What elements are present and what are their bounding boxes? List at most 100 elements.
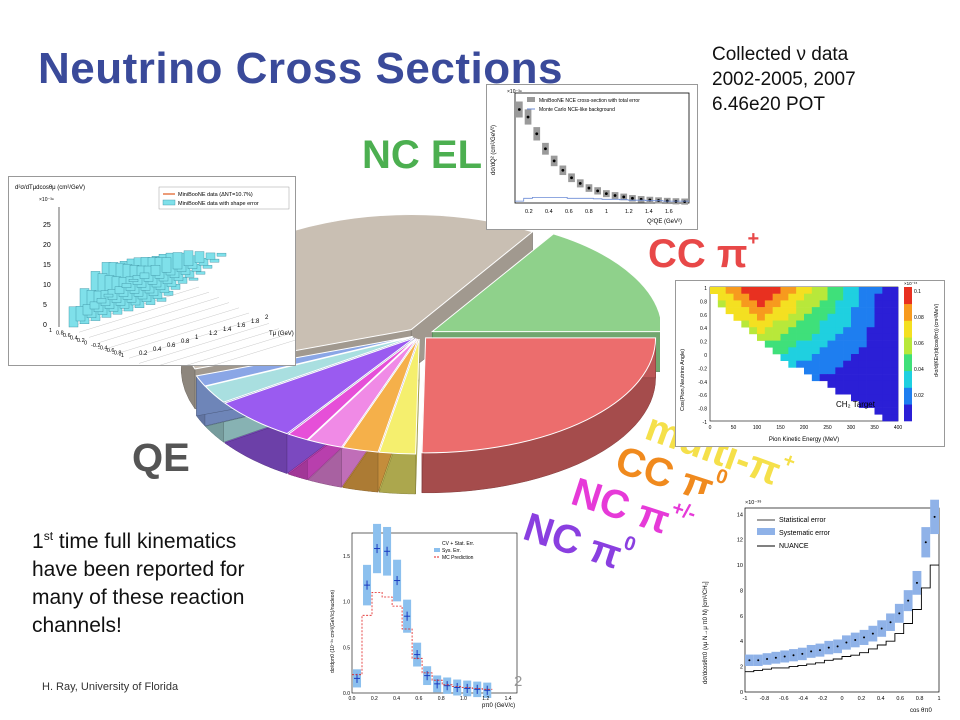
- ccpip-cell: [874, 400, 883, 408]
- ccpip-cell: [858, 360, 867, 368]
- ccpip-cell: [843, 320, 852, 328]
- qe-cos-tick: 0.6: [63, 333, 71, 339]
- ccpip-cell: [827, 340, 836, 348]
- ccpip-cell: [811, 287, 820, 294]
- ccpip-cell: [811, 340, 820, 348]
- ncel-data-point: [517, 108, 521, 111]
- cos-data-point: [845, 641, 848, 644]
- ccpip-cell: [811, 354, 820, 361]
- first-time-note: 1st time full kinematics have been repor…: [32, 522, 312, 640]
- cos-xtick: 0.8: [916, 696, 924, 702]
- ccpip-colorbar-cell: [904, 387, 912, 405]
- collected-line-3: 6.46e20 POT: [712, 94, 826, 115]
- cos-xtick: -0.2: [818, 696, 827, 702]
- ccpip-cell: [788, 354, 797, 361]
- ccpip-cell: [749, 313, 758, 321]
- ccpip-cell: [835, 313, 844, 321]
- ccpip-cell: [733, 307, 742, 315]
- cos-ytick: 8: [740, 588, 743, 594]
- ccpip-xtick: 150: [776, 425, 785, 431]
- qe-ztick: 15: [43, 262, 51, 269]
- qe-lego-bar: [128, 279, 139, 283]
- ccpip-cell: [804, 327, 813, 335]
- ccpip-cell: [890, 333, 899, 341]
- ccpip-cell: [788, 320, 797, 328]
- mom-xtick: 0.4: [393, 696, 400, 702]
- cos-data-point: [818, 649, 821, 652]
- ccpip-cell: [757, 313, 766, 321]
- ccpip-cell: [796, 327, 805, 335]
- ccpip-ylabel: Cos(Pion,Neutrino Angle): [680, 349, 686, 411]
- mom-xtick: 0.2: [371, 696, 378, 702]
- ccpip-cell: [851, 340, 860, 348]
- cos-ytick: 6: [740, 614, 743, 620]
- ccpip-cell: [851, 320, 860, 328]
- cos-xtick: 0: [840, 696, 843, 702]
- qe-lego-bar: [216, 252, 227, 257]
- pie-slice-unlabeled-8: [204, 336, 414, 403]
- qe-lego-bar: [183, 250, 194, 267]
- first-time-sup: st: [43, 529, 54, 543]
- cos-ytick: 0: [740, 690, 743, 696]
- mom-legend-2: Sys. Err.: [442, 548, 461, 554]
- ccpip-cell: [796, 313, 805, 321]
- qe-cos-tick: 0.8: [56, 331, 64, 337]
- ccpip-cell: [819, 300, 828, 308]
- ccpip-cell: [804, 354, 813, 361]
- ccpip-cell: [882, 354, 891, 361]
- mom-xtick: 1.0: [460, 696, 467, 702]
- ccpip-cell: [811, 320, 820, 328]
- ccpip-ytick: -0.6: [698, 393, 707, 399]
- qe-legend-2: MiniBooNE data with shape error: [178, 201, 259, 207]
- ccpip-cell: [882, 394, 891, 402]
- ncel-legend-2: Monte Carlo NCE-like background: [539, 107, 615, 113]
- ccpip-colorbar-cell: [904, 370, 912, 388]
- ncel-data-point: [552, 159, 556, 163]
- pie-slice-nc-el: [430, 233, 660, 333]
- ccpip-cell: [835, 374, 844, 382]
- ccpip-cell: [874, 374, 883, 382]
- qe-grid-line: [128, 318, 260, 359]
- ccpip-cell: [772, 293, 781, 301]
- ccpip-cell: [788, 327, 797, 335]
- qe-lego-bar: [205, 252, 216, 260]
- ccpip-cell: [764, 287, 773, 294]
- ncel-xtick: 0.6: [565, 209, 573, 215]
- ccpip-cell: [858, 367, 867, 375]
- ccpip-cell: [788, 293, 797, 301]
- ccpip-cell: [882, 347, 891, 355]
- cos-data-point: [748, 659, 751, 662]
- ncel-data-point: [631, 196, 634, 200]
- ccpip-cell: [827, 307, 836, 315]
- ccpip-cell: [780, 327, 789, 335]
- ccpip-cell: [733, 293, 742, 301]
- ccpip-cell: [804, 360, 813, 368]
- ccpip-cell: [851, 313, 860, 321]
- qe-lego-bar: [82, 304, 93, 316]
- ccpip-cell: [851, 380, 860, 388]
- qe-tmu-label: Tμ (GeV): [269, 331, 294, 337]
- ccpip-cell: [835, 307, 844, 315]
- ccpip-cell: [827, 374, 836, 382]
- ccpip-target: CH₂ Target: [836, 400, 876, 409]
- ccpip-cell: [741, 313, 750, 321]
- ccpip-cell: [874, 333, 883, 341]
- mom-mc-line: [352, 592, 493, 690]
- cos-xtick: -1: [743, 696, 748, 702]
- ccpip-zexp: ×10⁻¹⁵: [904, 281, 918, 286]
- cos-xtick: 1: [937, 696, 940, 702]
- first-time-line-3: many of these reaction: [32, 586, 245, 609]
- ccpip-cell: [890, 347, 899, 355]
- ccpip-cell: [772, 327, 781, 335]
- qe-lego-bar: [161, 257, 172, 273]
- ccpip-cell: [725, 293, 734, 301]
- qe-cos-tick: 0.2: [77, 338, 85, 344]
- ccpip-cell: [725, 307, 734, 315]
- cos-data-point: [907, 599, 910, 602]
- qe-cos-tick: -0.4: [98, 346, 107, 352]
- ccpip-cell: [890, 374, 899, 382]
- ccpip-cell: [890, 407, 899, 415]
- ccpip-cell: [851, 354, 860, 361]
- ccpip-cell: [811, 293, 820, 301]
- ccpip-cell: [851, 374, 860, 382]
